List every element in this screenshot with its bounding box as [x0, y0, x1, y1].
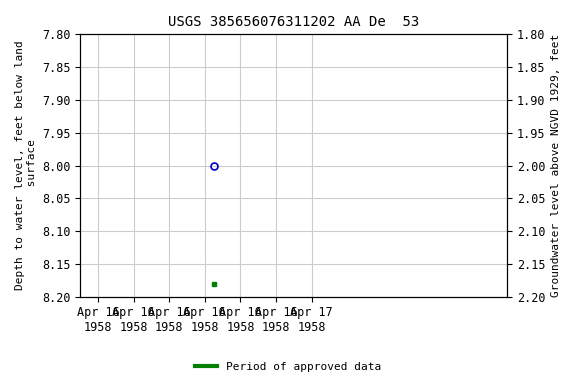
Y-axis label: Depth to water level, feet below land
 surface: Depth to water level, feet below land su…	[15, 41, 37, 290]
Legend: Period of approved data: Period of approved data	[191, 358, 385, 377]
Title: USGS 385656076311202 AA De  53: USGS 385656076311202 AA De 53	[168, 15, 419, 29]
Y-axis label: Groundwater level above NGVD 1929, feet: Groundwater level above NGVD 1929, feet	[551, 34, 561, 297]
